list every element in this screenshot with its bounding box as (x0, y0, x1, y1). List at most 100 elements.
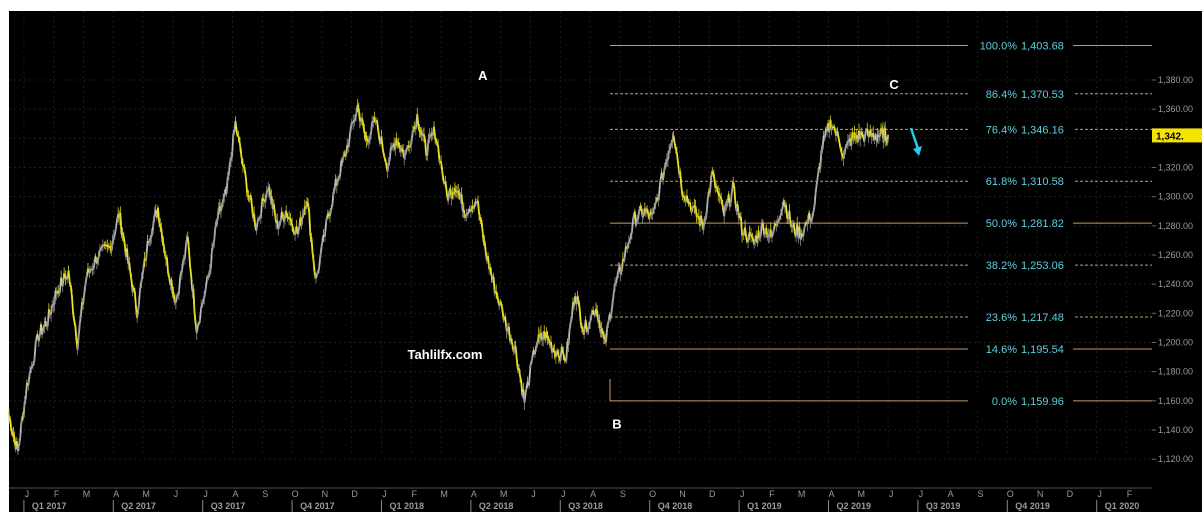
y-tick-label: 1,380.00 (1158, 75, 1193, 85)
x-month-label: J (889, 489, 894, 499)
x-quarter-label: Q3 2018 (568, 501, 603, 511)
x-month-label: M (83, 489, 91, 499)
x-month-label: N (322, 489, 329, 499)
x-quarter-label: Q4 2017 (300, 501, 335, 511)
x-month-label: J (203, 489, 208, 499)
y-tick-label: 1,260.00 (1158, 250, 1193, 260)
x-month-label: O (649, 489, 656, 499)
x-quarter-label: Q1 2017 (32, 501, 67, 511)
annotations-layer: Tahlilfx.com A B C (408, 68, 922, 432)
y-tick-label: 1,180.00 (1158, 367, 1193, 377)
fib-percent-label: 50.0% (986, 218, 1017, 230)
fib-percent-label: 23.6% (986, 312, 1017, 324)
x-month-label: J (740, 489, 745, 499)
x-month-label: M (858, 489, 866, 499)
grid-layer (9, 11, 1152, 460)
x-month-label: M (142, 489, 150, 499)
x-month-label: A (471, 489, 477, 499)
fib-label-bg-3 (968, 175, 1073, 188)
x-quarter-label: Q1 2018 (390, 501, 425, 511)
fib-value-label: 1,253.06 (1021, 260, 1064, 272)
x-month-label: N (679, 489, 686, 499)
down-arrow-head (913, 146, 922, 156)
x-month-label: O (1007, 489, 1014, 499)
y-tick-label: 1,220.00 (1158, 308, 1193, 318)
fib-label-bg-4 (968, 217, 1073, 230)
watermark-text: Tahlilfx.com (408, 347, 483, 362)
x-month-label: N (1037, 489, 1044, 499)
fib-labels-layer: 100.0% 1,403.68 86.4% 1,370.53 76.4% 1,346.16… (968, 39, 1073, 408)
fib-label-bg-2 (968, 123, 1073, 136)
price-series (8, 98, 889, 456)
x-quarter-label: Q2 2019 (837, 501, 872, 511)
wave-label-a: A (478, 68, 488, 83)
last-price-label: 1,342. (1156, 131, 1184, 142)
x-month-label: F (769, 489, 775, 499)
fib-value-label: 1,159.96 (1021, 396, 1064, 408)
x-month-label: A (828, 489, 834, 499)
wave-label-c: C (889, 77, 899, 92)
fib-label-bg-1 (968, 87, 1073, 100)
y-axis-background (1152, 11, 1202, 512)
x-quarter-label: Q3 2019 (926, 501, 961, 511)
y-tick-label: 1,320.00 (1158, 163, 1193, 173)
x-month-label: S (262, 489, 268, 499)
x-month-label: J (531, 489, 536, 499)
y-tick-label: 1,300.00 (1158, 192, 1193, 202)
x-quarter-label: Q4 2019 (1015, 501, 1050, 511)
fib-value-label: 1,195.54 (1021, 344, 1064, 356)
x-month-label: J (561, 489, 566, 499)
fib-value-label: 1,310.58 (1021, 176, 1064, 188)
fib-label-bg-6 (968, 311, 1073, 324)
x-month-label: D (709, 489, 716, 499)
x-month-label: F (412, 489, 418, 499)
x-month-label: O (292, 489, 299, 499)
x-month-label: J (25, 489, 30, 499)
fib-percent-label: 0.0% (992, 396, 1017, 408)
x-month-label: F (54, 489, 60, 499)
x-quarter-label: Q1 2020 (1105, 501, 1140, 511)
x-month-label: A (113, 489, 119, 499)
fib-percent-label: 86.4% (986, 89, 1017, 101)
y-tick-label: 1,160.00 (1158, 396, 1193, 406)
x-month-label: A (948, 489, 954, 499)
x-month-label: J (919, 489, 924, 499)
y-tick-label: 1,360.00 (1158, 104, 1193, 114)
y-axis: 1,120.00 1,140.00 1,160.00 1,180.00 1,200.00… (1152, 75, 1202, 464)
x-month-label: J (174, 489, 179, 499)
x-quarter-label: Q4 2018 (658, 501, 693, 511)
fib-percent-label: 14.6% (986, 344, 1017, 356)
x-quarter-label: Q1 2019 (747, 501, 782, 511)
y-tick-label: 1,120.00 (1158, 454, 1193, 464)
x-quarter-label: Q2 2017 (121, 501, 156, 511)
y-tick-label: 1,280.00 (1158, 221, 1193, 231)
fib-percent-label: 76.4% (986, 124, 1017, 136)
x-month-label: A (590, 489, 596, 499)
x-month-label: S (977, 489, 983, 499)
y-tick-label: 1,200.00 (1158, 338, 1193, 348)
x-month-label: M (500, 489, 508, 499)
x-month-label: M (440, 489, 448, 499)
x-axis: J F M A M J J A S O N D J F M A M J J A S O N D J F M A M J J A S O N D J F Q1… (9, 487, 1152, 512)
fib-percent-label: 100.0% (980, 40, 1018, 52)
fib-label-bg-5 (968, 259, 1073, 272)
x-month-label: F (1127, 489, 1133, 499)
fib-label-bg-7 (968, 343, 1073, 356)
fib-percent-label: 61.8% (986, 176, 1017, 188)
x-month-label: J (382, 489, 387, 499)
fib-value-label: 1,217.48 (1021, 312, 1064, 324)
fib-value-label: 1,346.16 (1021, 124, 1064, 136)
y-tick-label: 1,240.00 (1158, 279, 1193, 289)
x-month-label: A (232, 489, 238, 499)
fib-value-label: 1,370.53 (1021, 89, 1064, 101)
plot-background (9, 11, 1152, 512)
fib-value-label: 1,403.68 (1021, 40, 1064, 52)
x-quarter-label: Q2 2018 (479, 501, 514, 511)
last-price-box (1152, 128, 1202, 143)
fib-percent-label: 38.2% (986, 260, 1017, 272)
x-quarter-label: Q3 2017 (211, 501, 246, 511)
wave-label-b: B (612, 417, 621, 432)
x-month-label: S (620, 489, 626, 499)
x-month-label: J (1097, 489, 1102, 499)
y-tick-label: 1,140.00 (1158, 425, 1193, 435)
